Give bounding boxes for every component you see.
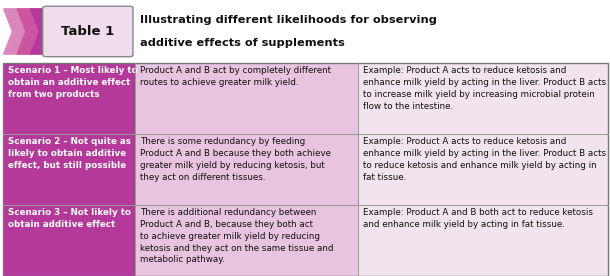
Text: Table 1: Table 1 [61,25,115,38]
Text: There is some redundancy by feeding
Product A and B because they both achieve
gr: There is some redundancy by feeding Prod… [140,137,331,182]
Bar [135,134,357,205]
Text: additive effects of supplements: additive effects of supplements [140,38,345,48]
Text: Illustrating different likelihoods for observing: Illustrating different likelihoods for o… [140,15,437,25]
Text: Example: Product A acts to reduce ketosis and
enhance milk yield by acting in th: Example: Product A acts to reduce ketosi… [362,66,606,111]
Bar [135,63,357,134]
Text: Example: Product A and B both act to reduce ketosis
and enhance milk yield by ac: Example: Product A and B both act to red… [362,208,592,229]
Text: Scenario 3 – Not likely to
obtain additive effect: Scenario 3 – Not likely to obtain additi… [8,208,131,229]
Bar [3,63,608,276]
FancyBboxPatch shape [43,6,133,57]
Polygon shape [4,9,27,54]
Text: Scenario 1 – Most likely to
obtain an additive effect
from two products: Scenario 1 – Most likely to obtain an ad… [8,66,138,99]
Bar [3,205,135,276]
Bar [357,205,608,276]
Polygon shape [17,9,40,54]
Bar [3,63,135,134]
Bar [357,134,608,205]
Bar [357,63,608,134]
Text: Scenario 2 – Not quite as
likely to obtain additive
effect, but still possible: Scenario 2 – Not quite as likely to obta… [8,137,131,170]
Text: Product A and B act by completely different
routes to achieve greater milk yield: Product A and B act by completely differ… [140,66,331,87]
Bar [135,205,357,276]
Polygon shape [30,9,54,54]
Bar [3,134,135,205]
Text: There is additional redundancy between
Product A and B, because they both act
to: There is additional redundancy between P… [140,208,333,264]
Text: Example: Product A acts to reduce ketosis and
enhance milk yield by acting in th: Example: Product A acts to reduce ketosi… [362,137,606,182]
